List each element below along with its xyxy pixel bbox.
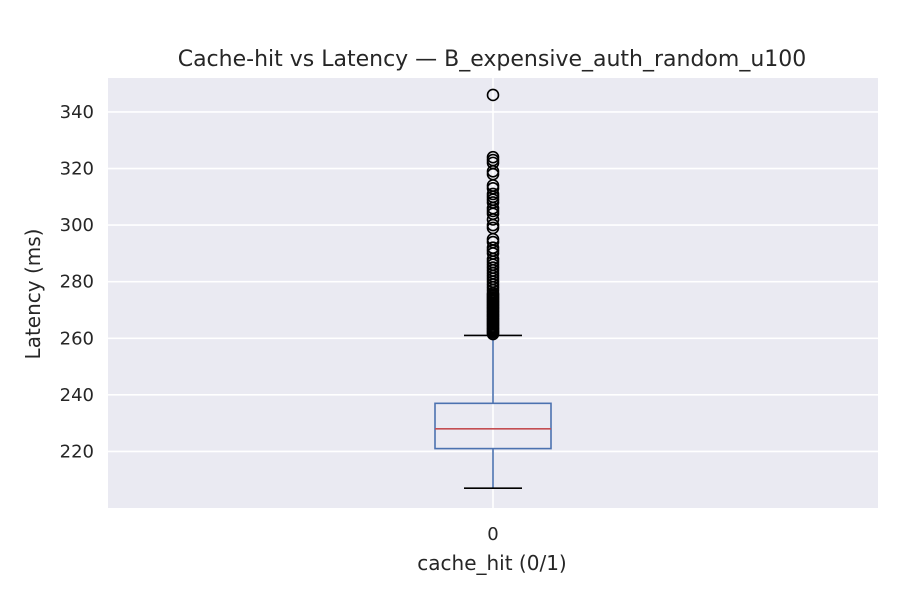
outlier-point <box>486 241 500 255</box>
y-tick-label: 340 <box>60 102 94 123</box>
y-tick-label: 220 <box>60 441 94 462</box>
outlier-point <box>486 150 500 164</box>
y-axis-label: Latency (ms) <box>21 229 45 360</box>
y-tick-label: 280 <box>60 272 94 293</box>
chart-title: Cache-hit vs Latency — B_expensive_auth_… <box>178 47 807 72</box>
iqr-box <box>434 402 552 450</box>
box-layer <box>434 88 552 489</box>
y-tick-label: 300 <box>60 215 94 236</box>
x-tick-label: 0 <box>487 524 498 545</box>
x-axis-label: cache_hit (0/1) <box>417 551 566 575</box>
x-axis-ticks: 0 <box>487 524 498 545</box>
outlier-point <box>486 187 500 201</box>
y-tick-label: 320 <box>60 159 94 180</box>
y-tick-label: 260 <box>60 328 94 349</box>
y-tick-label: 240 <box>60 385 94 406</box>
outlier-point <box>486 88 500 102</box>
y-axis-ticks: 220 240 260 280 300 320 340 <box>60 102 94 462</box>
